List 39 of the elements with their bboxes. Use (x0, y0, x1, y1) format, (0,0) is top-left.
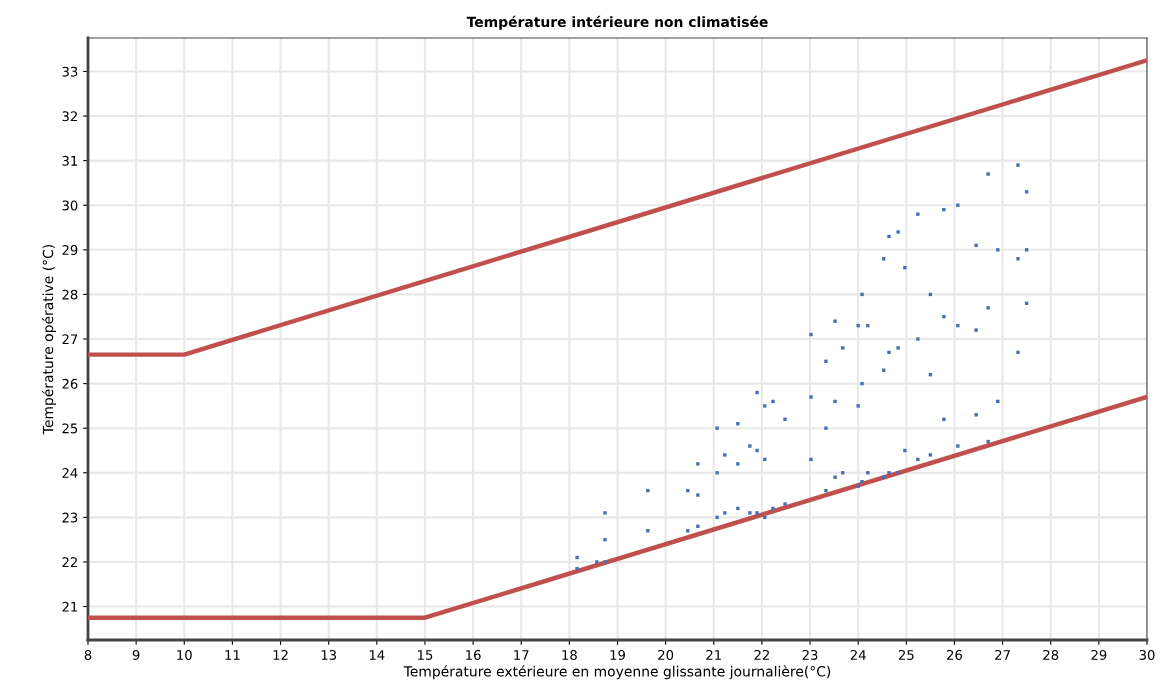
x-tick-label: 19 (610, 649, 625, 660)
x-tick-label: 10 (177, 649, 192, 660)
y-tick-label: 21 (62, 601, 78, 612)
y-tick-label: 25 (62, 423, 78, 434)
y-tick-label: 28 (62, 289, 78, 300)
x-tick-label: 27 (995, 649, 1010, 660)
x-tick-label: 26 (947, 649, 963, 660)
y-tick-label: 27 (62, 334, 78, 345)
y-tick-label: 26 (62, 378, 78, 389)
x-tick-label: 16 (466, 649, 481, 660)
x-tick-label: 17 (514, 650, 529, 660)
x-tick-label: 14 (369, 650, 385, 660)
y-tick-label: 31 (62, 155, 78, 166)
x-tick-label: 29 (1091, 649, 1107, 660)
x-tick-label: 20 (658, 649, 674, 660)
x-tick-label: 25 (898, 649, 914, 660)
x-tick-label: 22 (754, 649, 769, 660)
y-tick-label: 30 (62, 200, 78, 211)
chart-title: Température intérieure non climatisée (466, 15, 768, 30)
y-tick-label: 29 (62, 245, 78, 256)
y-tick-label: 24 (62, 468, 78, 478)
x-tick-label: 15 (418, 650, 433, 660)
x-tick-label: 23 (802, 649, 818, 660)
x-tick-label: 8 (84, 649, 92, 660)
y-tick-label: 22 (62, 557, 77, 567)
x-tick-label: 24 (850, 649, 866, 660)
x-tick-label: 9 (132, 649, 140, 660)
x-tick-label: 21 (706, 649, 721, 660)
y-tick-label: 23 (62, 512, 78, 523)
x-tick-label: 28 (1043, 649, 1059, 660)
x-tick-label: 12 (273, 649, 288, 660)
x-tick-label: 13 (321, 649, 337, 660)
y-axis-title: Température opérative (°C) (41, 244, 56, 435)
y-tick-label: 32 (62, 111, 77, 122)
x-tick-label: 30 (1139, 649, 1155, 660)
x-tick-label: 18 (562, 649, 577, 660)
y-tick-label: 33 (62, 66, 78, 77)
x-tick-label: 11 (225, 650, 240, 660)
x-axis-title: Température extérieure en moyenne glissante journalière(°C) (403, 665, 831, 680)
